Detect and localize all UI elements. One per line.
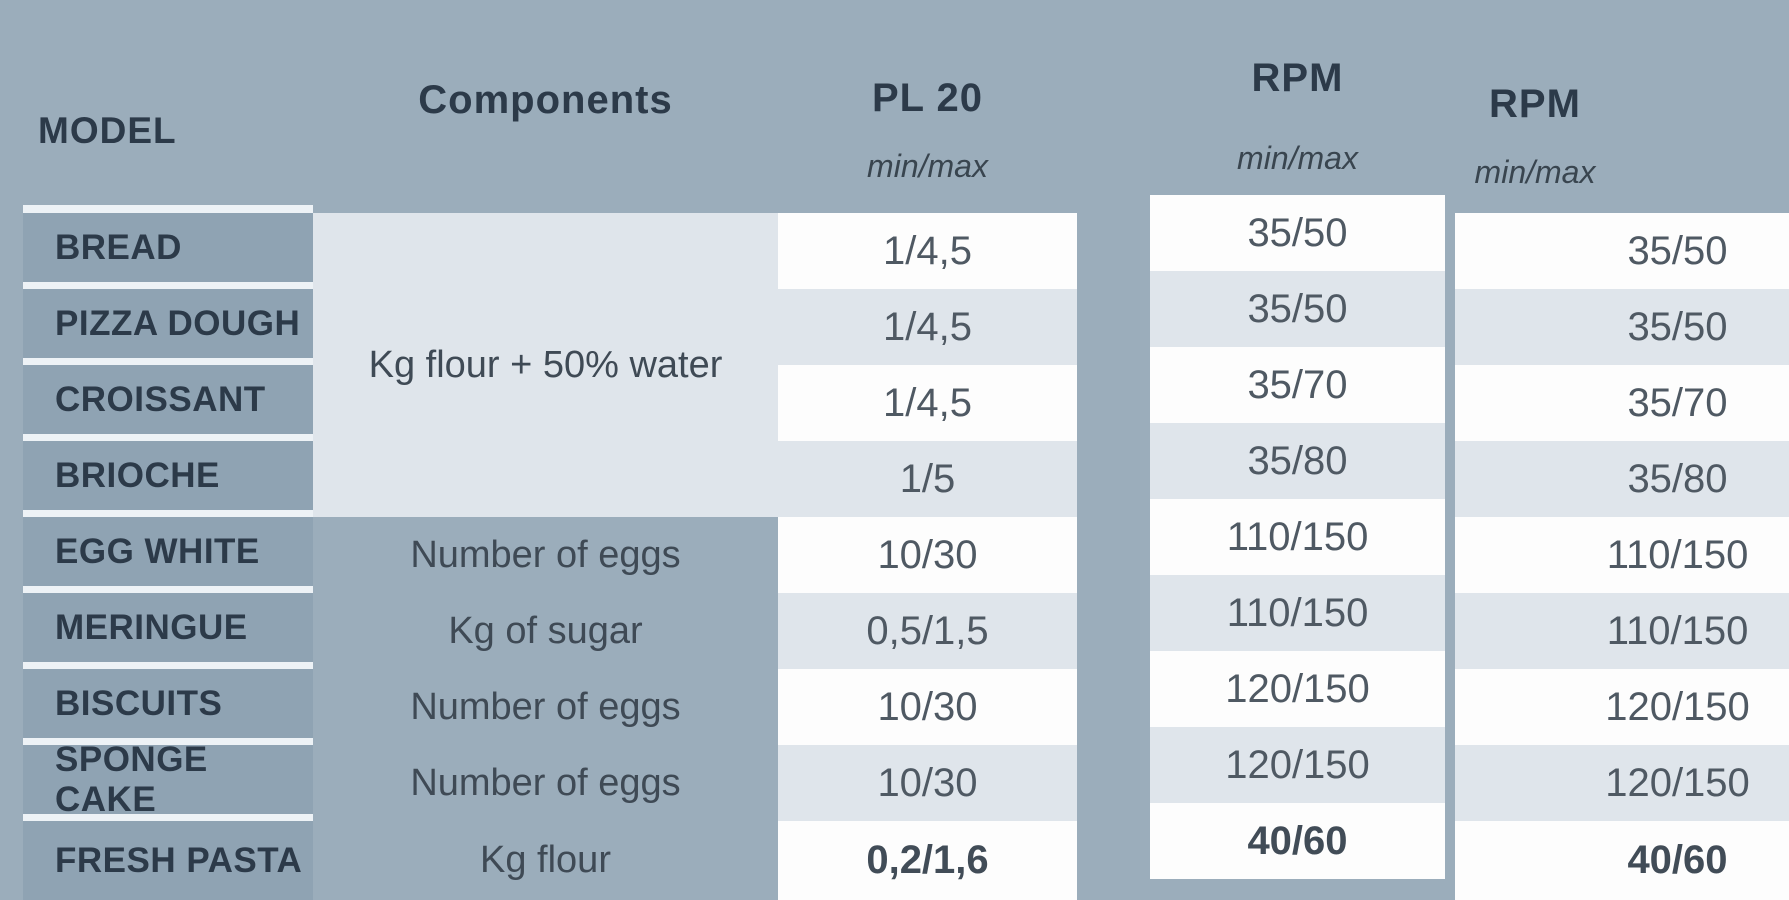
component-cell: Number of eggs: [410, 533, 681, 576]
component-cell: Number of eggs: [410, 761, 681, 804]
column-header-rpm-1: RPM: [1251, 56, 1344, 100]
rpm1-value-cell: 120/150: [1150, 651, 1445, 727]
components-column: Kg flour + 50% water Number of eggs Kg o…: [313, 213, 778, 900]
model-cell: PIZZA DOUGH: [23, 289, 313, 358]
rpm1-value-cell: 40/60: [1150, 803, 1445, 879]
component-cell: Number of eggs: [410, 685, 681, 728]
pl20-column: 1/4,5 1/4,5 1/4,5 1/5 10/30 0,5/1,5 10/3…: [778, 213, 1077, 900]
pl20-value-cell: 1/4,5: [778, 365, 1077, 441]
component-cell: Kg flour: [480, 839, 611, 881]
component-cell-merged: Kg flour + 50% water: [313, 213, 778, 517]
model-cell: EGG WHITE: [23, 517, 313, 586]
rpm2-value-cell: 120/150: [1455, 745, 1789, 821]
rpm1-value-cell: 35/70: [1150, 347, 1445, 423]
column-subheader-rpm-2-minmax: min/max: [1474, 154, 1596, 190]
model-cell: BRIOCHE: [23, 441, 313, 510]
rpm1-value-cell: 35/80: [1150, 423, 1445, 499]
pl20-value-cell: 0,5/1,5: [778, 593, 1077, 669]
rpm2-column: 35/50 35/50 35/70 35/80 110/150 110/150 …: [1455, 213, 1789, 900]
model-cell: BREAD: [23, 213, 313, 282]
rpm2-value-cell: 35/80: [1455, 441, 1789, 517]
model-column: BREAD PIZZA DOUGH CROISSANT BRIOCHE EGG …: [23, 205, 313, 900]
model-cell: SPONGE CAKE: [23, 740, 313, 819]
pl20-value-cell: 1/4,5: [778, 289, 1077, 365]
column-subheader-pl20-minmax: min/max: [867, 148, 988, 184]
pl20-value-cell: 10/30: [778, 669, 1077, 745]
pl20-value-cell: 1/5: [778, 441, 1077, 517]
rpm2-value-cell: 110/150: [1455, 517, 1789, 593]
column-header-pl20: PL 20: [872, 76, 983, 120]
model-cell: MERINGUE: [23, 593, 313, 662]
rpm1-column: 35/50 35/50 35/70 35/80 110/150 110/150 …: [1150, 195, 1445, 879]
rpm2-value-cell: 120/150: [1455, 669, 1789, 745]
column-header-rpm-2: RPM: [1489, 82, 1581, 126]
pl20-value-cell: 1/4,5: [778, 213, 1077, 289]
component-cell: Kg of sugar: [448, 609, 643, 652]
model-cell: CROISSANT: [23, 365, 313, 434]
rpm2-value-cell: 35/70: [1455, 365, 1789, 441]
rpm2-value-cell: 35/50: [1455, 289, 1789, 365]
rpm2-value-cell: 110/150: [1455, 593, 1789, 669]
pl20-value-cell: 0,2/1,6: [778, 821, 1077, 900]
model-cell: FRESH PASTA: [23, 821, 313, 900]
column-header-components: Components: [418, 78, 673, 122]
rpm2-value-cell: 40/60: [1455, 821, 1789, 900]
model-cell: BISCUITS: [23, 669, 313, 738]
pl20-value-cell: 10/30: [778, 517, 1077, 593]
rpm1-value-cell: 35/50: [1150, 195, 1445, 271]
pl20-value-cell: 10/30: [778, 745, 1077, 821]
rpm2-value-cell: 35/50: [1455, 213, 1789, 289]
column-subheader-rpm-1-minmax: min/max: [1237, 140, 1358, 176]
rpm1-value-cell: 110/150: [1150, 499, 1445, 575]
rpm1-value-cell: 35/50: [1150, 271, 1445, 347]
rpm1-value-cell: 110/150: [1150, 575, 1445, 651]
rpm1-value-cell: 120/150: [1150, 727, 1445, 803]
column-header-model: MODEL: [38, 110, 177, 151]
